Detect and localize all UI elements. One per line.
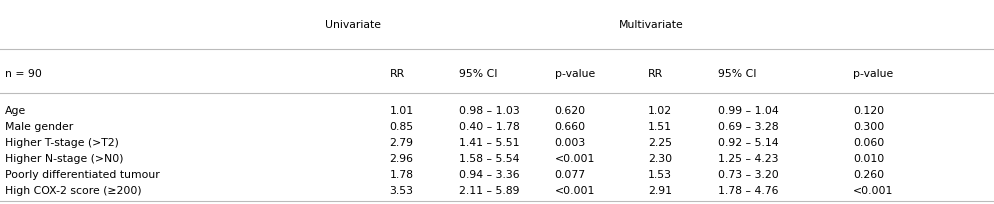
Text: 0.077: 0.077 <box>555 170 585 180</box>
Text: 0.660: 0.660 <box>555 122 585 132</box>
Text: n = 90: n = 90 <box>5 69 42 80</box>
Text: 2.11 – 5.89: 2.11 – 5.89 <box>459 186 520 196</box>
Text: p-value: p-value <box>555 69 594 80</box>
Text: High COX-2 score (≥200): High COX-2 score (≥200) <box>5 186 141 196</box>
Text: 1.01: 1.01 <box>390 106 414 116</box>
Text: p-value: p-value <box>853 69 893 80</box>
Text: 0.260: 0.260 <box>853 170 884 180</box>
Text: 1.53: 1.53 <box>648 170 672 180</box>
Text: 0.99 – 1.04: 0.99 – 1.04 <box>718 106 778 116</box>
Text: Higher T-stage (>T2): Higher T-stage (>T2) <box>5 138 119 148</box>
Text: 0.73 – 3.20: 0.73 – 3.20 <box>718 170 778 180</box>
Text: 0.69 – 3.28: 0.69 – 3.28 <box>718 122 778 132</box>
Text: 1.41 – 5.51: 1.41 – 5.51 <box>459 138 520 148</box>
Text: 1.78: 1.78 <box>390 170 414 180</box>
Text: 1.51: 1.51 <box>648 122 672 132</box>
Text: 0.120: 0.120 <box>853 106 884 116</box>
Text: 0.620: 0.620 <box>555 106 585 116</box>
Text: <0.001: <0.001 <box>853 186 894 196</box>
Text: 2.96: 2.96 <box>390 154 414 164</box>
Text: 0.40 – 1.78: 0.40 – 1.78 <box>459 122 520 132</box>
Text: 0.85: 0.85 <box>390 122 414 132</box>
Text: 2.91: 2.91 <box>648 186 672 196</box>
Text: Poorly differentiated tumour: Poorly differentiated tumour <box>5 170 160 180</box>
Text: Male gender: Male gender <box>5 122 74 132</box>
Text: 0.98 – 1.03: 0.98 – 1.03 <box>459 106 520 116</box>
Text: 1.02: 1.02 <box>648 106 672 116</box>
Text: 2.25: 2.25 <box>648 138 672 148</box>
Text: 0.300: 0.300 <box>853 122 884 132</box>
Text: 95% CI: 95% CI <box>459 69 498 80</box>
Text: Higher N-stage (>N0): Higher N-stage (>N0) <box>5 154 123 164</box>
Text: RR: RR <box>648 69 663 80</box>
Text: 0.010: 0.010 <box>853 154 884 164</box>
Text: Multivariate: Multivariate <box>618 20 684 31</box>
Text: 0.003: 0.003 <box>555 138 585 148</box>
Text: Age: Age <box>5 106 26 116</box>
Text: <0.001: <0.001 <box>555 154 595 164</box>
Text: 3.53: 3.53 <box>390 186 414 196</box>
Text: 0.94 – 3.36: 0.94 – 3.36 <box>459 170 520 180</box>
Text: 95% CI: 95% CI <box>718 69 756 80</box>
Text: Univariate: Univariate <box>325 20 381 31</box>
Text: RR: RR <box>390 69 405 80</box>
Text: 1.58 – 5.54: 1.58 – 5.54 <box>459 154 520 164</box>
Text: 2.30: 2.30 <box>648 154 672 164</box>
Text: 1.25 – 4.23: 1.25 – 4.23 <box>718 154 778 164</box>
Text: 0.92 – 5.14: 0.92 – 5.14 <box>718 138 778 148</box>
Text: 2.79: 2.79 <box>390 138 414 148</box>
Text: <0.001: <0.001 <box>555 186 595 196</box>
Text: 0.060: 0.060 <box>853 138 884 148</box>
Text: 1.78 – 4.76: 1.78 – 4.76 <box>718 186 778 196</box>
